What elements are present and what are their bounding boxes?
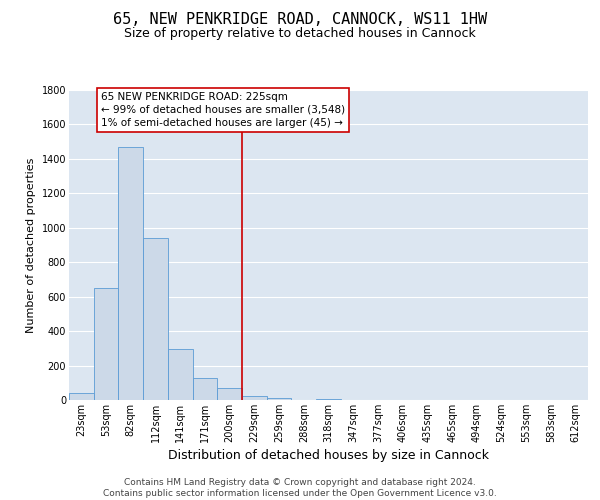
X-axis label: Distribution of detached houses by size in Cannock: Distribution of detached houses by size … xyxy=(168,449,489,462)
Bar xyxy=(217,388,242,400)
Bar xyxy=(316,399,341,400)
Bar xyxy=(267,398,292,400)
Bar xyxy=(168,349,193,400)
Bar xyxy=(118,147,143,400)
Bar xyxy=(193,378,217,400)
Bar xyxy=(94,288,118,400)
Text: Size of property relative to detached houses in Cannock: Size of property relative to detached ho… xyxy=(124,28,476,40)
Bar xyxy=(143,238,168,400)
Text: 65 NEW PENKRIDGE ROAD: 225sqm
← 99% of detached houses are smaller (3,548)
1% of: 65 NEW PENKRIDGE ROAD: 225sqm ← 99% of d… xyxy=(101,92,345,128)
Text: Contains HM Land Registry data © Crown copyright and database right 2024.
Contai: Contains HM Land Registry data © Crown c… xyxy=(103,478,497,498)
Text: 65, NEW PENKRIDGE ROAD, CANNOCK, WS11 1HW: 65, NEW PENKRIDGE ROAD, CANNOCK, WS11 1H… xyxy=(113,12,487,28)
Bar xyxy=(69,393,94,400)
Y-axis label: Number of detached properties: Number of detached properties xyxy=(26,158,36,332)
Bar xyxy=(242,396,267,400)
